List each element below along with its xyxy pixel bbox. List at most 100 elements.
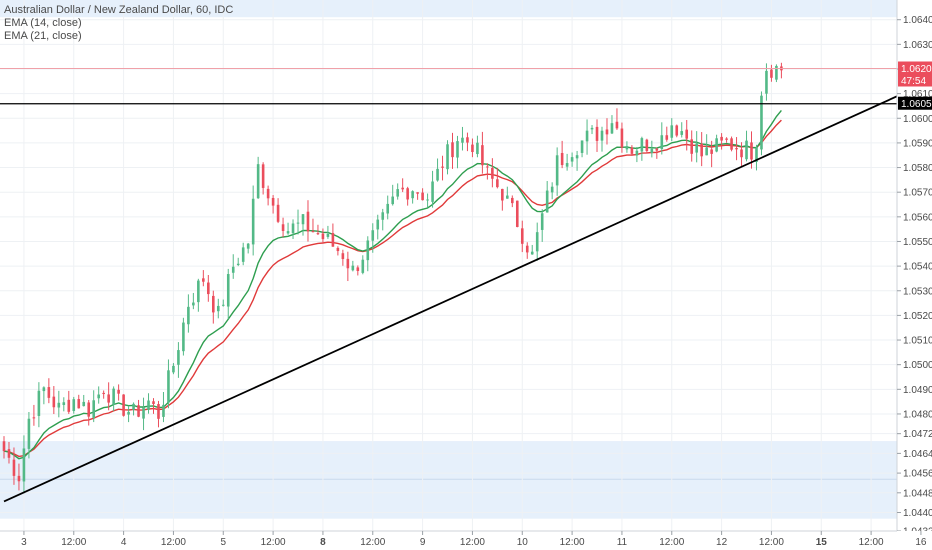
candle-133[interactable] bbox=[665, 135, 669, 140]
candle-130[interactable] bbox=[650, 148, 654, 153]
candle-39[interactable] bbox=[197, 280, 200, 303]
candle-46[interactable] bbox=[231, 266, 235, 273]
candle-121[interactable] bbox=[605, 129, 609, 135]
candle-67[interactable] bbox=[336, 247, 340, 252]
candle-131[interactable] bbox=[655, 148, 659, 151]
candle-112[interactable] bbox=[560, 152, 564, 166]
candle-28[interactable] bbox=[142, 407, 145, 419]
candle-108[interactable] bbox=[540, 213, 544, 230]
candle-122[interactable] bbox=[610, 123, 614, 134]
candle-12[interactable] bbox=[62, 402, 66, 406]
candle-18[interactable] bbox=[92, 400, 95, 418]
candle-56[interactable] bbox=[281, 224, 285, 231]
candle-84[interactable] bbox=[421, 192, 424, 201]
candle-118[interactable] bbox=[590, 127, 594, 130]
candle-107[interactable] bbox=[535, 232, 539, 252]
candle-41[interactable] bbox=[207, 282, 210, 295]
candle-111[interactable] bbox=[555, 155, 559, 186]
candle-150[interactable] bbox=[750, 142, 753, 160]
candle-17[interactable] bbox=[87, 402, 91, 417]
candle-123[interactable] bbox=[615, 121, 619, 129]
candle-153[interactable] bbox=[765, 70, 768, 94]
candle-20[interactable] bbox=[102, 392, 105, 395]
candle-32[interactable] bbox=[162, 404, 165, 417]
candle-43[interactable] bbox=[216, 305, 220, 312]
candle-139[interactable] bbox=[695, 143, 698, 153]
candle-59[interactable] bbox=[296, 222, 300, 224]
candle-19[interactable] bbox=[97, 394, 100, 399]
candle-7[interactable] bbox=[37, 390, 41, 416]
candle-103[interactable] bbox=[515, 200, 519, 227]
candle-55[interactable] bbox=[276, 204, 280, 222]
candle-15[interactable] bbox=[77, 399, 81, 409]
trendline[interactable] bbox=[3, 89, 912, 503]
candle-62[interactable] bbox=[311, 231, 315, 233]
candle-127[interactable] bbox=[635, 150, 639, 156]
candle-48[interactable] bbox=[241, 247, 245, 262]
candle-25[interactable] bbox=[127, 411, 130, 415]
candle-0[interactable] bbox=[2, 441, 6, 452]
candle-38[interactable] bbox=[192, 302, 195, 306]
candle-143[interactable] bbox=[715, 138, 718, 152]
candle-11[interactable] bbox=[57, 402, 61, 408]
candle-72[interactable] bbox=[361, 259, 365, 273]
candle-9[interactable] bbox=[47, 387, 51, 398]
candle-64[interactable] bbox=[321, 233, 325, 240]
candle-114[interactable] bbox=[570, 157, 574, 162]
candle-154[interactable] bbox=[770, 69, 773, 78]
candle-42[interactable] bbox=[212, 295, 215, 313]
candle-102[interactable] bbox=[511, 197, 514, 204]
candle-94[interactable] bbox=[471, 144, 474, 153]
candle-63[interactable] bbox=[316, 233, 320, 235]
candle-145[interactable] bbox=[725, 138, 728, 140]
candle-10[interactable] bbox=[52, 396, 56, 408]
candle-29[interactable] bbox=[147, 400, 150, 410]
candle-22[interactable] bbox=[112, 388, 115, 405]
candle-54[interactable] bbox=[271, 197, 275, 206]
candle-73[interactable] bbox=[366, 240, 370, 261]
candle-23[interactable] bbox=[117, 389, 120, 394]
candle-82[interactable] bbox=[411, 191, 414, 199]
candle-51[interactable] bbox=[256, 164, 260, 199]
candle-75[interactable] bbox=[376, 219, 380, 230]
candle-21[interactable] bbox=[107, 394, 110, 403]
candle-136[interactable] bbox=[680, 131, 684, 135]
candle-147[interactable] bbox=[735, 148, 738, 150]
candle-137[interactable] bbox=[685, 129, 689, 139]
candle-132[interactable] bbox=[660, 135, 664, 150]
candle-70[interactable] bbox=[351, 265, 355, 271]
candle-30[interactable] bbox=[152, 401, 155, 404]
candle-79[interactable] bbox=[396, 189, 399, 197]
candle-119[interactable] bbox=[595, 126, 599, 141]
candle-57[interactable] bbox=[286, 231, 290, 234]
candle-93[interactable] bbox=[466, 137, 469, 143]
candle-45[interactable] bbox=[226, 274, 230, 307]
candle-90[interactable] bbox=[451, 142, 454, 158]
candle-74[interactable] bbox=[371, 230, 375, 241]
candle-85[interactable] bbox=[426, 199, 429, 201]
candle-101[interactable] bbox=[506, 195, 509, 199]
candle-1[interactable] bbox=[7, 449, 11, 458]
candle-146[interactable] bbox=[730, 138, 733, 150]
candle-135[interactable] bbox=[675, 125, 679, 136]
candle-53[interactable] bbox=[266, 188, 270, 199]
candle-91[interactable] bbox=[456, 141, 459, 158]
candle-149[interactable] bbox=[745, 140, 748, 160]
candle-148[interactable] bbox=[740, 149, 743, 158]
candle-155[interactable] bbox=[775, 65, 778, 80]
candle-65[interactable] bbox=[326, 233, 330, 237]
candle-49[interactable] bbox=[246, 243, 250, 249]
candle-68[interactable] bbox=[341, 253, 345, 260]
candle-37[interactable] bbox=[187, 306, 190, 325]
candle-6[interactable] bbox=[32, 417, 36, 419]
candle-120[interactable] bbox=[600, 130, 604, 141]
candle-78[interactable] bbox=[391, 196, 394, 205]
candle-105[interactable] bbox=[525, 245, 529, 253]
candle-140[interactable] bbox=[700, 143, 703, 157]
candle-34[interactable] bbox=[172, 365, 175, 373]
candle-26[interactable] bbox=[132, 403, 135, 410]
candle-95[interactable] bbox=[476, 142, 479, 155]
candle-113[interactable] bbox=[565, 163, 569, 167]
candle-92[interactable] bbox=[461, 137, 464, 143]
